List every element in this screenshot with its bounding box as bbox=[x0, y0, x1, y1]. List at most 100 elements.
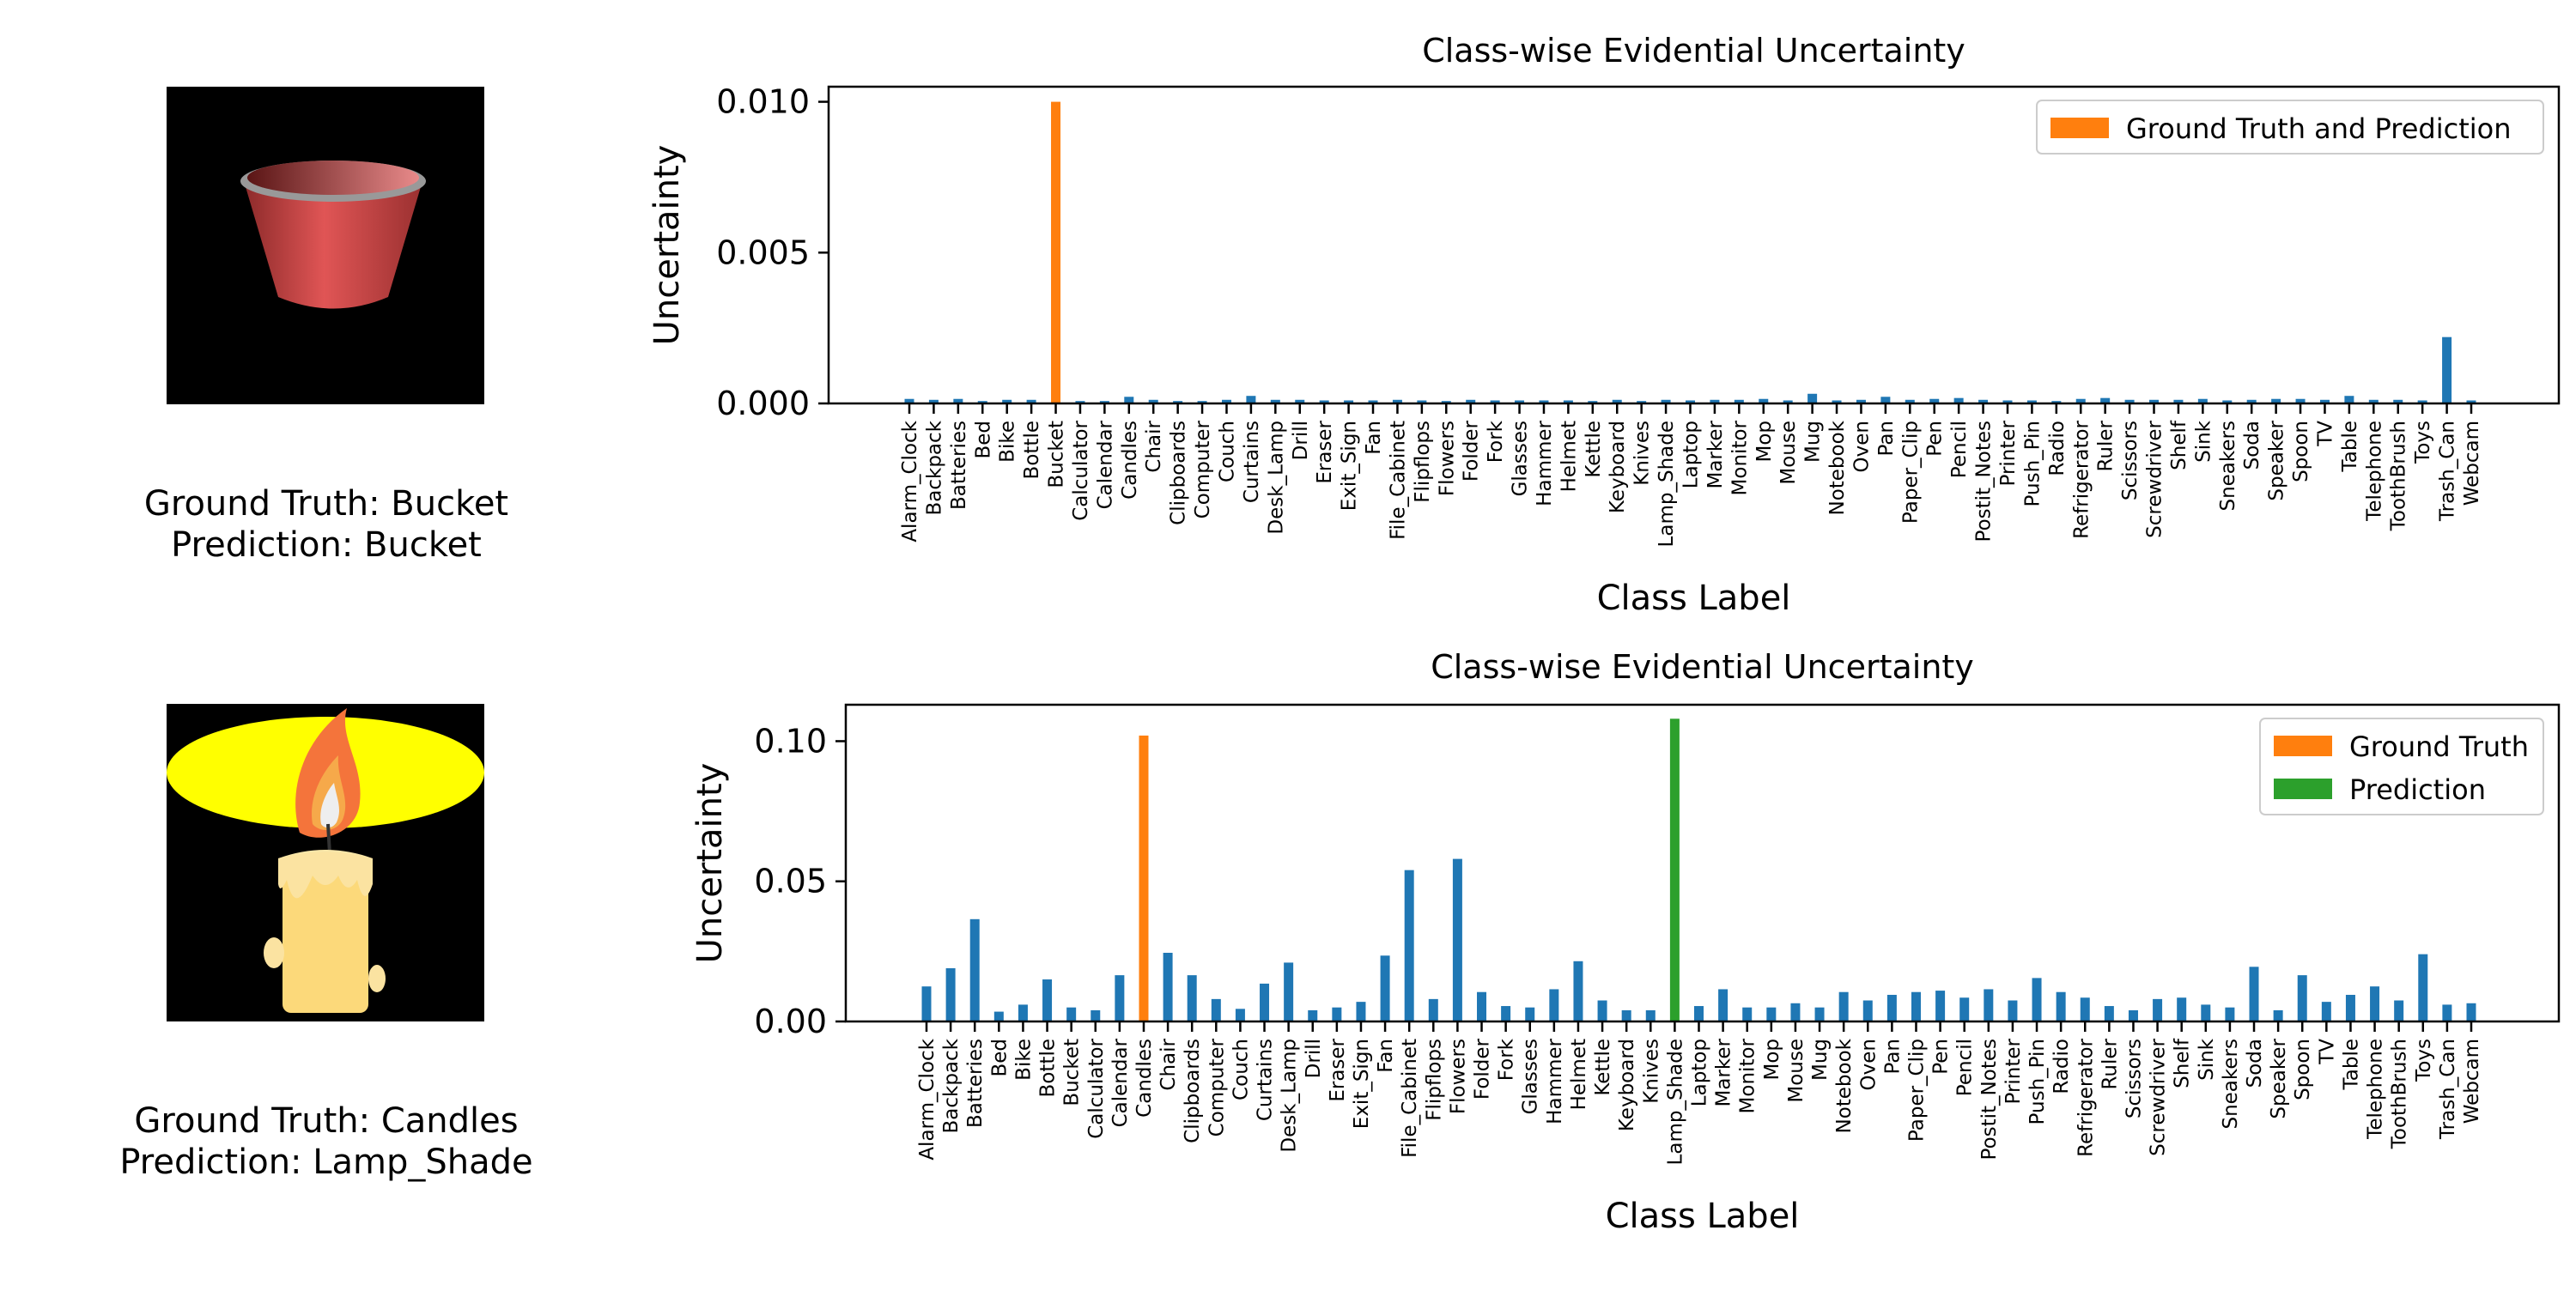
x-tick-label-exit_sign: Exit_Sign bbox=[1339, 421, 1361, 511]
x-tick-label-telephone: Telephone bbox=[2365, 1039, 2387, 1140]
x-tick-label-pencil: Pencil bbox=[1954, 1039, 1977, 1096]
bar-keyboard bbox=[1612, 399, 1622, 403]
x-tick-label-spoon: Spoon bbox=[2290, 421, 2312, 482]
x-tick-label-helmet: Helmet bbox=[1568, 1039, 1590, 1110]
x-tick-label-sink: Sink bbox=[2196, 1038, 2218, 1081]
x-tick-label-oven: Oven bbox=[1857, 1039, 1880, 1090]
bar-mouse bbox=[1790, 1003, 1801, 1021]
bar-radio bbox=[2056, 991, 2066, 1021]
bucket-thumbnail bbox=[167, 87, 484, 404]
bar-clipboards bbox=[1173, 401, 1183, 403]
bar-curtains bbox=[1260, 983, 1270, 1021]
caption-ground-truth: Ground Truth: Candles bbox=[134, 1101, 519, 1141]
x-tick-label-bed: Bed bbox=[972, 421, 994, 459]
x-tick-label-trash_can: Trash_Can bbox=[2437, 1039, 2459, 1140]
bar-chair bbox=[1163, 952, 1173, 1021]
bar-bottle bbox=[1042, 979, 1053, 1021]
bar-helmet bbox=[1573, 961, 1583, 1021]
chart-svg-1: Class-wise Evidential Uncertainty 0.000 0.… bbox=[647, 32, 2561, 618]
bar-hammer bbox=[1539, 400, 1549, 403]
bar-soda bbox=[2246, 399, 2257, 403]
x-tick-label-notebook: Notebook bbox=[1826, 420, 1849, 515]
candle-image bbox=[167, 708, 484, 1013]
x-tick-label-radio: Radio bbox=[2050, 1039, 2073, 1094]
bar-desk_lamp bbox=[1270, 399, 1280, 403]
bar-sink bbox=[2201, 1004, 2211, 1021]
bar-fan bbox=[1380, 955, 1390, 1021]
y-axis-label: Uncertainty bbox=[647, 145, 687, 346]
x-tick-label-screwdriver: Screwdriver bbox=[2148, 1038, 2170, 1155]
bar-bed bbox=[993, 1011, 1004, 1021]
x-tick-label-lamp_shade: Lamp_Shade bbox=[1664, 1039, 1686, 1165]
x-tick-label-bike: Bike bbox=[1012, 1039, 1035, 1081]
x-tick-label-mouse: Mouse bbox=[1777, 421, 1800, 485]
x-tick-label-bed: Bed bbox=[988, 1039, 1011, 1077]
x-tick-label-keyboard: Keyboard bbox=[1616, 1039, 1638, 1131]
bar-batteries bbox=[953, 398, 963, 403]
bar-kettle bbox=[1588, 401, 1598, 403]
bar-oven bbox=[1856, 399, 1866, 403]
x-tick-label-couch: Couch bbox=[1230, 1039, 1252, 1100]
x-tick-label-flipflops: Flipflops bbox=[1412, 421, 1434, 503]
bar-laptop bbox=[1686, 400, 1695, 403]
x-tick-label-screwdriver: Screwdriver bbox=[2144, 420, 2166, 537]
x-tick-label-folder: Folder bbox=[1472, 1038, 1494, 1100]
bar-pan bbox=[1880, 397, 1891, 403]
chart-title: Class-wise Evidential Uncertainty bbox=[1431, 648, 1974, 686]
x-tick-label-alarm_clock: Alarm_Clock bbox=[899, 420, 921, 542]
bar-pencil bbox=[1959, 997, 1970, 1021]
x-tick-label-calculator: Calculator bbox=[1085, 1038, 1108, 1138]
bar-chair bbox=[1148, 399, 1158, 403]
bar-postit_notes bbox=[1978, 399, 1989, 403]
x-tick-label-backpack: Backpack bbox=[923, 420, 945, 515]
bar-fork bbox=[1501, 1006, 1511, 1021]
x-tick-label-couch: Couch bbox=[1216, 421, 1238, 482]
bar-backpack bbox=[945, 967, 956, 1021]
x-tick-label-bucket: Bucket bbox=[1046, 421, 1068, 488]
x-tick-label-fork: Fork bbox=[1485, 420, 1507, 463]
x-tick-label-pan: Pan bbox=[1881, 1039, 1904, 1075]
bar-bike bbox=[1002, 399, 1012, 403]
bar-batteries bbox=[969, 918, 980, 1021]
bar-webcam bbox=[2466, 400, 2476, 403]
x-tick-label-helmet: Helmet bbox=[1558, 421, 1580, 492]
x-tick-label-desk_lamp: Desk_Lamp bbox=[1279, 1039, 1301, 1153]
x-tick-label-calendar: Calendar bbox=[1094, 420, 1116, 509]
bar-fork bbox=[1490, 400, 1500, 403]
bar-bike bbox=[1018, 1004, 1028, 1021]
bar-fan bbox=[1368, 400, 1378, 403]
x-tick-label-clipboards: Clipboards bbox=[1182, 1039, 1204, 1143]
x-tick-label-laptop: Laptop bbox=[1689, 1039, 1711, 1106]
x-tick-label-toothbrush: ToothBrush bbox=[2388, 421, 2410, 531]
x-tick-label-lamp_shade: Lamp_Shade bbox=[1656, 421, 1678, 547]
x-tick-label-speaker: Speaker bbox=[2268, 1038, 2290, 1118]
y-tick-label: 0.010 bbox=[716, 83, 810, 121]
bar-lamp_shade bbox=[1661, 399, 1671, 403]
x-tick-label-speaker: Speaker bbox=[2266, 420, 2288, 500]
bar-computer bbox=[1211, 998, 1221, 1021]
bar-mug bbox=[1807, 393, 1818, 403]
bar-bed bbox=[977, 401, 987, 403]
bar-telephone bbox=[2368, 399, 2379, 403]
x-tick-label-toys: Toys bbox=[2413, 1039, 2435, 1082]
bar-knives bbox=[1637, 401, 1647, 403]
bar-toothbrush bbox=[2394, 1000, 2404, 1021]
bar-speaker bbox=[2271, 398, 2281, 403]
x-tick-label-hammer: Hammer bbox=[1534, 420, 1556, 506]
x-tick-label-batteries: Batteries bbox=[948, 421, 970, 510]
x-tick-label-laptop: Laptop bbox=[1680, 421, 1703, 488]
caption-prediction: Prediction: Bucket bbox=[171, 525, 482, 565]
x-tick-label-sneakers: Sneakers bbox=[2220, 1039, 2242, 1130]
bar-mouse bbox=[1783, 400, 1793, 403]
x-tick-label-computer: Computer bbox=[1192, 420, 1214, 518]
x-tick-label-webcam: Webcam bbox=[2461, 1039, 2483, 1124]
bar-kettle bbox=[1597, 1000, 1607, 1021]
caption-prediction: Prediction: Lamp_Shade bbox=[119, 1143, 533, 1182]
bar-monitor bbox=[1742, 1007, 1753, 1021]
bar-printer bbox=[2002, 400, 2013, 403]
bar-ruler bbox=[2100, 397, 2111, 403]
x-tick-label-tv: TV bbox=[2316, 1039, 2338, 1065]
x-tick-label-bucket: Bucket bbox=[1061, 1039, 1084, 1106]
x-tick-label-scissors: Scissors bbox=[2123, 1039, 2145, 1118]
bar-curtains bbox=[1246, 396, 1256, 403]
